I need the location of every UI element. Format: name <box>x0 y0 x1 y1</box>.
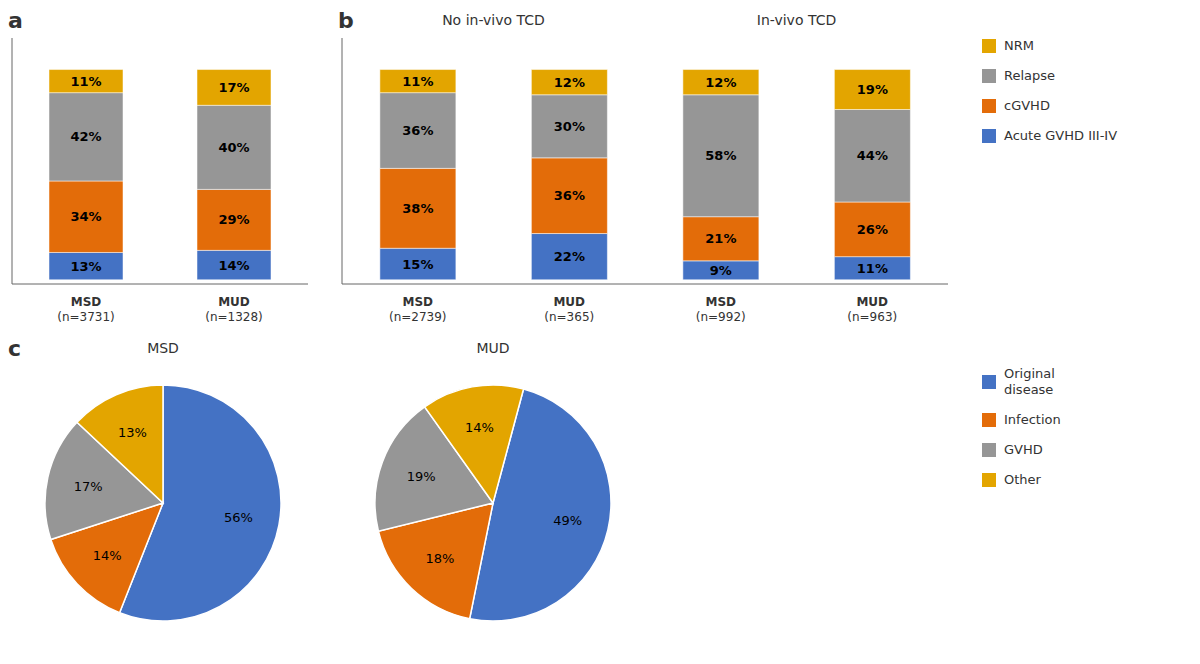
svg-text:MUD(n=365): MUD(n=365) <box>544 295 594 324</box>
svg-text:12%: 12% <box>554 75 585 90</box>
svg-text:MSD(n=3731): MSD(n=3731) <box>57 295 115 324</box>
html-text:MUD: MUD <box>476 340 510 356</box>
html-text:a: a <box>8 8 23 33</box>
html-text:In-vivo TCD: In-vivo TCD <box>756 12 837 28</box>
svg-text:44%: 44% <box>857 148 888 163</box>
svg-text:38%: 38% <box>402 201 433 216</box>
svg-text:21%: 21% <box>705 231 736 246</box>
svg-text:14%: 14% <box>465 420 494 435</box>
html-text:Original disease: Original disease <box>1004 366 1055 397</box>
html-text:b: b <box>338 8 354 33</box>
svg-text:36%: 36% <box>554 188 585 203</box>
svg-text:42%: 42% <box>70 129 101 144</box>
svg-text:56%: 56% <box>224 510 253 525</box>
svg-text:12%: 12% <box>705 75 736 90</box>
html-text:No in-vivo TCD: No in-vivo TCD <box>442 12 545 28</box>
svg-text:30%: 30% <box>554 119 585 134</box>
svg-text:17%: 17% <box>74 479 103 494</box>
svg-text:22%: 22% <box>554 249 585 264</box>
svg-text:11%: 11% <box>402 74 433 89</box>
svg-text:17%: 17% <box>218 80 249 95</box>
html-text:Acute GVHD III-IV: Acute GVHD III-IV <box>1004 128 1118 143</box>
svg-text:15%: 15% <box>402 257 433 272</box>
svg-text:19%: 19% <box>857 82 888 97</box>
svg-text:MSD(n=2739): MSD(n=2739) <box>389 295 447 324</box>
svg-text:MSD(n=992): MSD(n=992) <box>696 295 746 324</box>
svg-text:34%: 34% <box>70 209 101 224</box>
svg-text:29%: 29% <box>218 212 249 227</box>
svg-text:9%: 9% <box>710 263 732 278</box>
html-text:GVHD: GVHD <box>1004 442 1043 457</box>
svg-text:13%: 13% <box>70 259 101 274</box>
svg-text:49%: 49% <box>553 513 582 528</box>
svg-text:26%: 26% <box>857 222 888 237</box>
html-text:Other: Other <box>1004 472 1041 487</box>
svg-text:11%: 11% <box>857 261 888 276</box>
svg-text:36%: 36% <box>402 123 433 138</box>
svg-text:58%: 58% <box>705 148 736 163</box>
html-text:MSD: MSD <box>147 340 179 356</box>
html-text:c: c <box>8 336 21 361</box>
svg-text:19%: 19% <box>407 469 436 484</box>
html-text:NRM: NRM <box>1004 38 1034 53</box>
svg-text:40%: 40% <box>218 140 249 155</box>
svg-text:14%: 14% <box>93 548 122 563</box>
svg-text:13%: 13% <box>118 425 147 440</box>
svg-text:11%: 11% <box>70 74 101 89</box>
html-text:Relapse: Relapse <box>1004 68 1056 83</box>
html-text:cGVHD: cGVHD <box>1004 98 1050 113</box>
svg-text:18%: 18% <box>425 551 454 566</box>
html-text:Infection: Infection <box>1004 412 1061 427</box>
svg-text:MUD(n=1328): MUD(n=1328) <box>205 295 263 324</box>
svg-text:MUD(n=963): MUD(n=963) <box>847 295 897 324</box>
svg-text:14%: 14% <box>218 258 249 273</box>
